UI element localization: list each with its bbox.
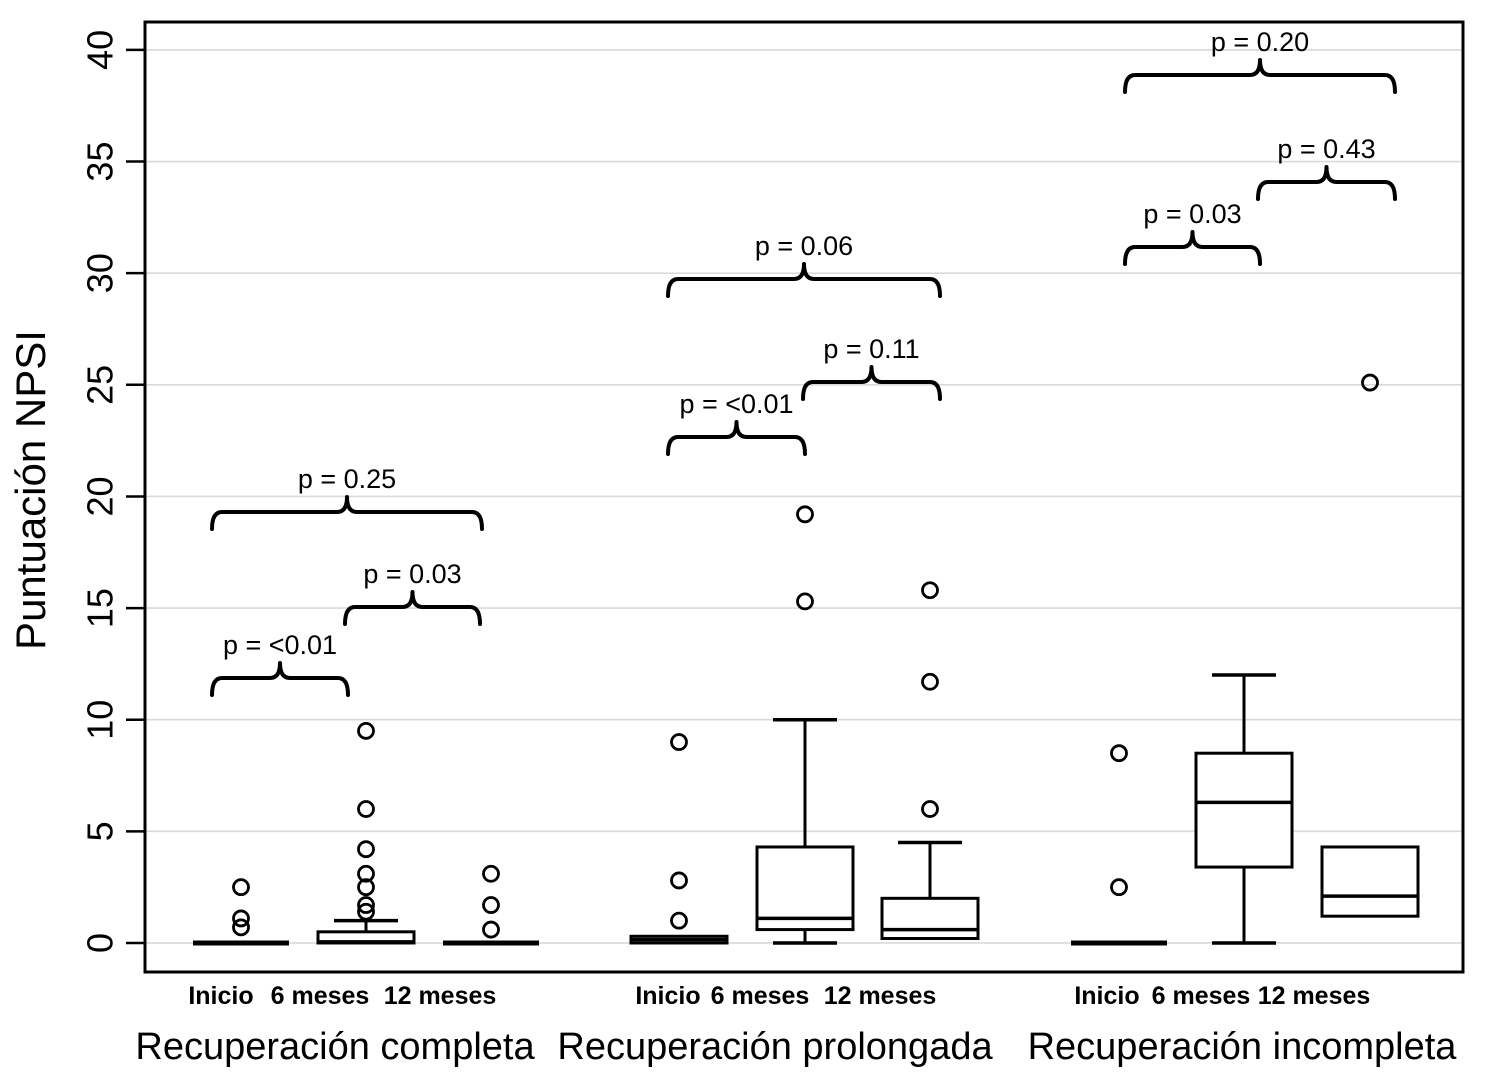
outlier-point	[670, 733, 688, 751]
x-tick-label: 12 meses	[1258, 982, 1371, 1010]
p-bracket	[1123, 58, 1397, 94]
y-tick-label: 30	[80, 253, 121, 293]
x-tick-label: 6 meses	[1152, 982, 1251, 1010]
group-label: Recuperación completa	[135, 1026, 535, 1068]
p-value-label: p = <0.01	[223, 630, 337, 660]
p-value-label: p = 0.20	[1211, 27, 1309, 57]
outlier-point	[357, 896, 375, 914]
p-bracket	[1123, 230, 1262, 266]
outlier-point	[357, 864, 375, 883]
p-bracket	[801, 365, 942, 401]
outlier-point	[482, 864, 500, 883]
box	[755, 845, 855, 932]
axes-layer: 0 5 10 15 20 25 30 35 40	[80, 20, 1465, 974]
x-tick-label: 6 meses	[271, 982, 370, 1010]
p-bracket	[210, 661, 350, 697]
x-tick-label: 12 meses	[824, 982, 937, 1010]
p-value-label: p = 0.11	[823, 334, 919, 364]
outlier-point	[232, 878, 250, 897]
y-tick-label: 5	[80, 821, 121, 841]
p-bracket	[666, 420, 807, 456]
p-brackets-layer: p = <0.01 p = 0.03 p = 0.25 p = <0.01 p = 0.…	[210, 27, 1397, 697]
x-tick-label: Inicio	[188, 982, 253, 1010]
p-value-label: p = 0.03	[1143, 199, 1241, 229]
x-tick-label: 6 meses	[711, 982, 810, 1010]
y-tick-label: 35	[80, 142, 121, 182]
outlier-point	[670, 871, 688, 890]
p-bracket	[666, 262, 942, 298]
p-value-label: p = 0.25	[298, 464, 396, 494]
box	[1194, 751, 1294, 869]
outlier-point	[921, 800, 939, 818]
outlier-point	[670, 911, 688, 930]
x-tick-label: 12 meses	[384, 982, 497, 1010]
p-value-label: p = <0.01	[679, 389, 793, 419]
p-value-label: p = 0.03	[363, 559, 461, 589]
outlier-point	[357, 878, 375, 897]
p-value-label: p = 0.43	[1277, 134, 1375, 164]
outlier-point	[482, 896, 500, 914]
y-tick-label: 10	[80, 700, 121, 740]
outlier-point	[1110, 878, 1128, 897]
outlier-point	[921, 672, 939, 691]
outlier-point	[357, 721, 375, 740]
axis-labels-layer: Puntuación NPSI Inicio 6 meses 12 mesesRec…	[7, 330, 1457, 1068]
x-tick-label: Inicio	[1074, 982, 1139, 1010]
outlier-point	[357, 902, 375, 921]
box	[880, 896, 980, 941]
p-bracket	[1256, 165, 1397, 201]
outlier-point	[796, 592, 814, 611]
boxplots-layer	[193, 373, 1420, 946]
x-tick-label: Inicio	[635, 982, 700, 1010]
group-label: Recuperación incompleta	[1028, 1026, 1458, 1068]
group-label: Recuperación prolongada	[557, 1026, 993, 1068]
outlier-point	[232, 909, 250, 928]
outlier-point	[1110, 744, 1128, 763]
outlier-point	[796, 505, 814, 524]
y-tick-label: 20	[80, 476, 121, 516]
outlier-point	[232, 918, 250, 937]
y-tick-label: 15	[80, 588, 121, 628]
y-tick-label: 40	[80, 30, 121, 70]
y-tick-label: 0	[80, 933, 121, 953]
outlier-point	[921, 581, 939, 600]
outlier-point	[357, 800, 375, 818]
p-value-label: p = 0.06	[755, 231, 853, 261]
outlier-point	[1361, 373, 1379, 392]
y-tick-label: 25	[80, 365, 121, 405]
p-bracket	[343, 590, 482, 626]
outlier-point	[357, 840, 375, 859]
box	[1320, 845, 1420, 918]
plot-border	[143, 20, 1465, 974]
outlier-point	[482, 920, 500, 939]
y-axis-title: Puntuación NPSI	[7, 330, 54, 650]
p-bracket	[210, 495, 484, 531]
